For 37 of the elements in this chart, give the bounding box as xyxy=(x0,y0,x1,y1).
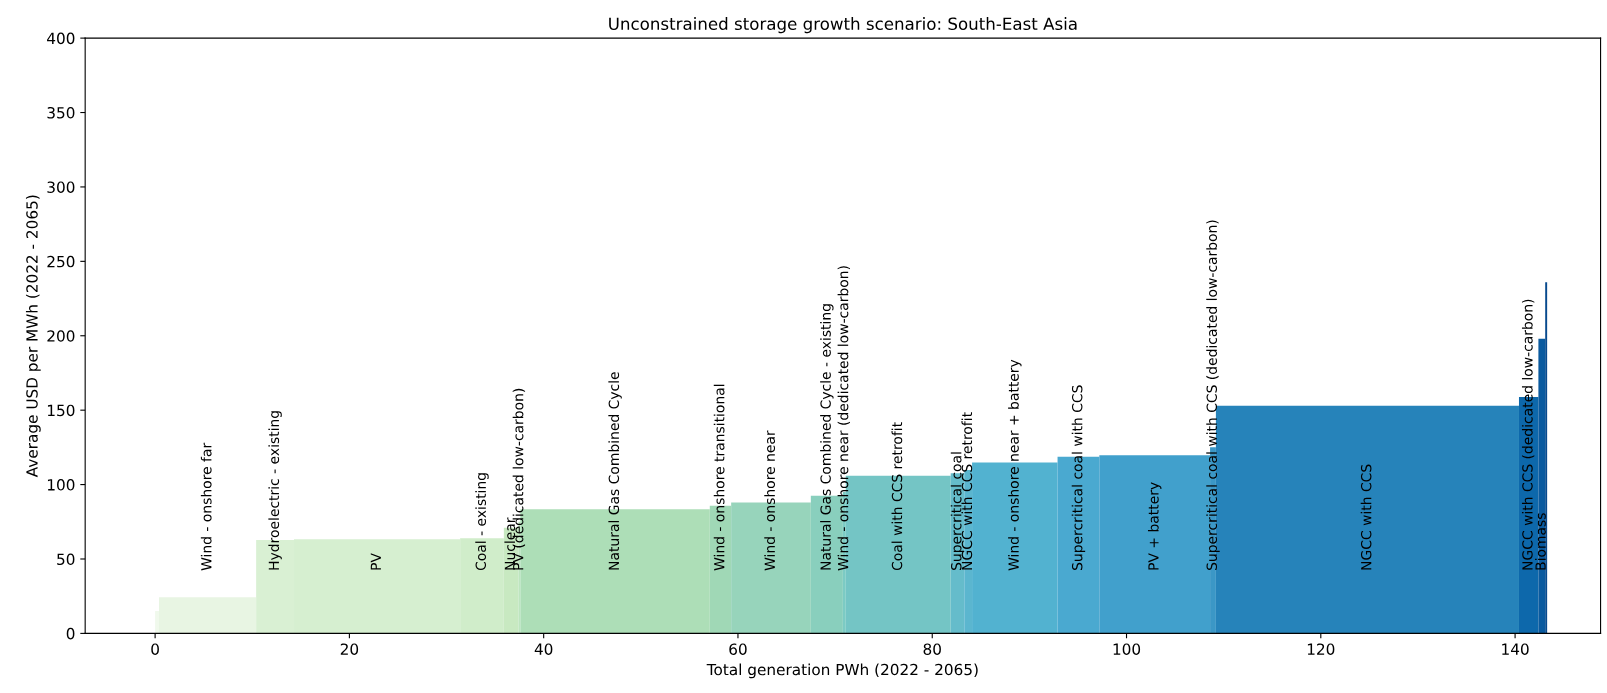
y-tick-label: 200 xyxy=(47,330,75,342)
category-label: Supercritical coal with CCS (dedicated low-carbon) xyxy=(1206,220,1220,570)
y-tick-label: 150 xyxy=(47,404,75,417)
category-label: Coal - existing xyxy=(475,473,489,571)
category-label: PV + battery xyxy=(1147,482,1162,570)
x-tick-label: 80 xyxy=(923,643,941,655)
x-tick-label: 0 xyxy=(151,643,159,655)
x-tick-label: 60 xyxy=(729,643,747,655)
y-axis-title: Average USD per MWh (2022 - 2065) xyxy=(25,195,41,478)
y-tick-label: 100 xyxy=(47,479,75,491)
y-tick-label: 50 xyxy=(57,553,75,566)
category-label: Natural Gas Combined Cycle - existing xyxy=(820,304,834,570)
category-label: Wind - onshore far xyxy=(200,442,212,571)
category-label: PV xyxy=(370,553,381,570)
category-label: Hydroelectric - existing xyxy=(268,411,282,570)
category-label: Natural Gas Combined Cycle xyxy=(608,372,622,570)
category-label: Wind - onshore near xyxy=(764,430,776,571)
y-tick-label: 300 xyxy=(47,181,75,193)
y-tick-label: 350 xyxy=(47,106,75,119)
category-label: Coal with CCS retrofit xyxy=(891,422,903,571)
x-axis-title: Total generation PWh (2022 - 2065) xyxy=(706,663,978,679)
category-label: Wind - onshore near (dedicated low-carbon) xyxy=(837,266,850,571)
category-label: Supercritical coal with CCS xyxy=(1071,385,1086,570)
x-tick-label: 100 xyxy=(1113,643,1141,655)
y-tick-label: 400 xyxy=(47,32,75,45)
category-label: Biomass xyxy=(1535,513,1546,570)
category-label: NGCC with CCS xyxy=(1360,464,1372,570)
x-tick-label: 120 xyxy=(1307,643,1335,655)
chart-title: Unconstrained storage growth scenario: South-East Asia xyxy=(609,17,1077,34)
x-tick-label: 140 xyxy=(1502,643,1529,655)
y-tick-label: 0 xyxy=(66,627,75,640)
x-tick-label: 20 xyxy=(340,643,359,655)
category-label: Wind - onshore near + battery xyxy=(1008,359,1022,571)
category-label: NGCC with CCS (dedicated low-carbon) xyxy=(1521,299,1535,570)
x-tick-label: 40 xyxy=(534,643,553,655)
y-tick-label: 250 xyxy=(47,255,75,268)
category-label: Wind - onshore transitional xyxy=(713,384,725,571)
